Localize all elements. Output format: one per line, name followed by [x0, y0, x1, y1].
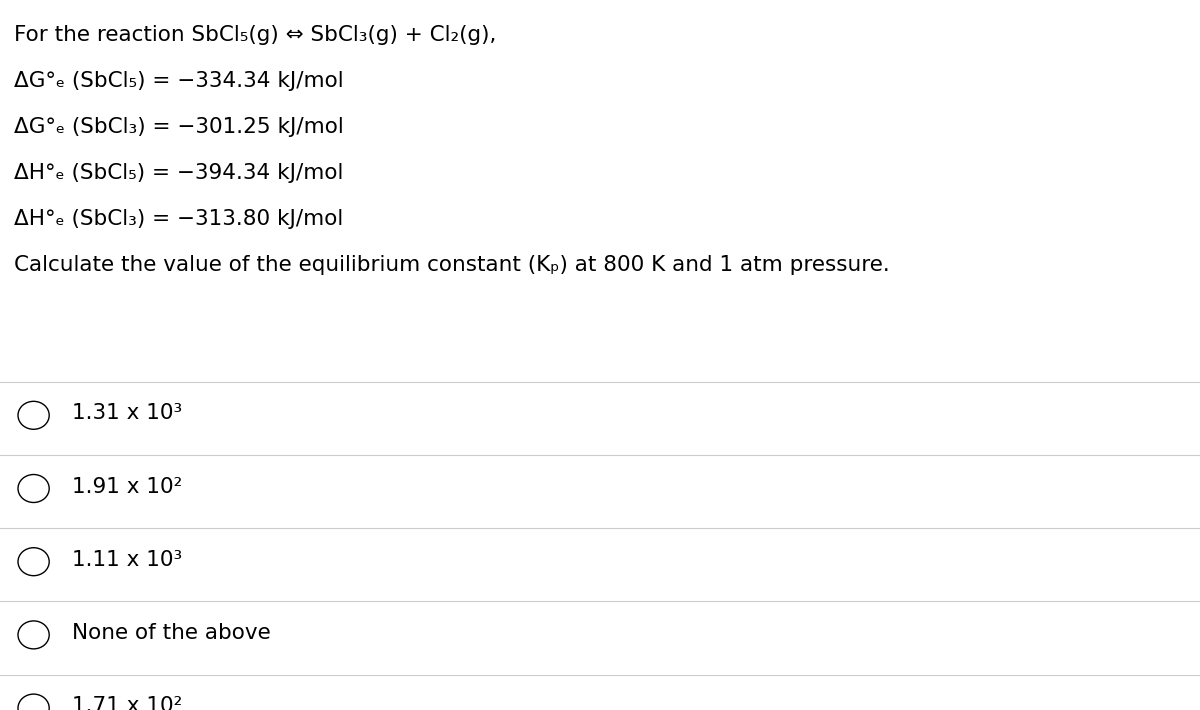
Text: None of the above: None of the above: [72, 623, 271, 643]
Text: ΔG°ₑ (SbCl₃) = −301.25 kJ/mol: ΔG°ₑ (SbCl₃) = −301.25 kJ/mol: [14, 117, 344, 137]
Text: 1.31 x 10³: 1.31 x 10³: [72, 403, 182, 423]
Text: 1.91 x 10²: 1.91 x 10²: [72, 476, 182, 496]
Text: ΔH°ₑ (SbCl₃) = −313.80 kJ/mol: ΔH°ₑ (SbCl₃) = −313.80 kJ/mol: [14, 209, 343, 229]
Text: ΔG°ₑ (SbCl₅) = −334.34 kJ/mol: ΔG°ₑ (SbCl₅) = −334.34 kJ/mol: [14, 71, 344, 92]
Text: ΔH°ₑ (SbCl₅) = −394.34 kJ/mol: ΔH°ₑ (SbCl₅) = −394.34 kJ/mol: [14, 163, 343, 183]
Text: 1.71 x 10²: 1.71 x 10²: [72, 697, 182, 710]
Text: 1.11 x 10³: 1.11 x 10³: [72, 550, 182, 570]
Text: For the reaction SbCl₅(g) ⇔ SbCl₃(g) + Cl₂(g),: For the reaction SbCl₅(g) ⇔ SbCl₃(g) + C…: [14, 26, 497, 45]
Text: Calculate the value of the equilibrium constant (Kₚ) at 800 K and 1 atm pressure: Calculate the value of the equilibrium c…: [14, 255, 890, 275]
